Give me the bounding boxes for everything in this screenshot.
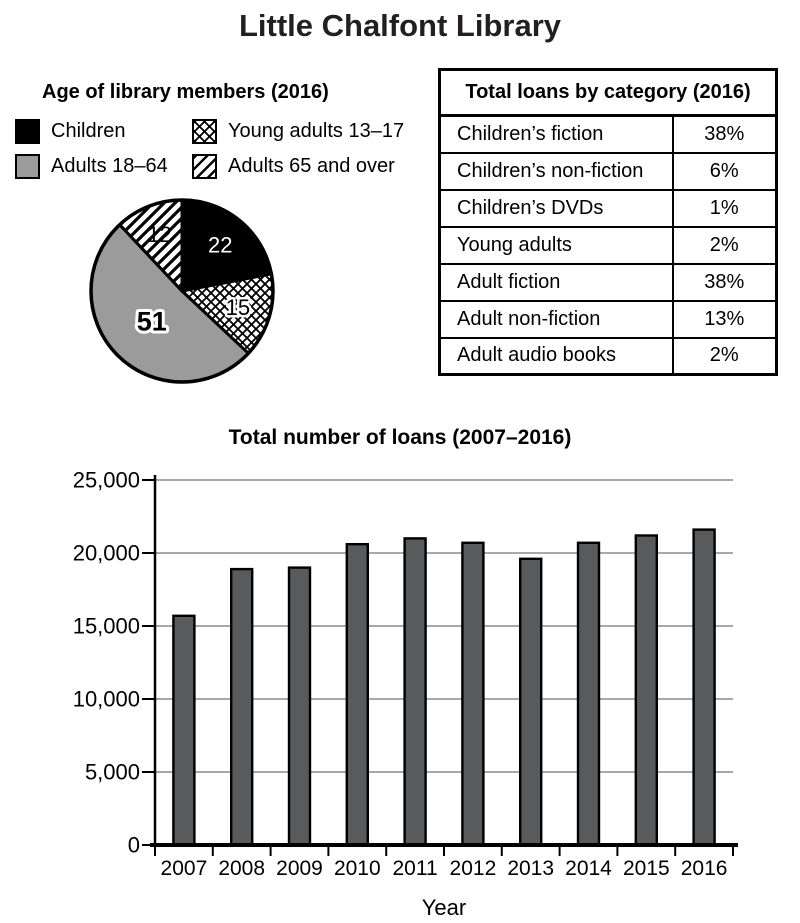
percent-cell: 2%: [671, 336, 778, 376]
table-row: Young adults 2%: [438, 225, 778, 265]
percent-cell: 38%: [671, 262, 778, 302]
category-cell: Adult fiction: [438, 262, 674, 302]
bar-2011: [403, 537, 427, 847]
percent-cell: 1%: [671, 188, 778, 228]
table-row: Adult audio books 2%: [438, 336, 778, 376]
category-cell: Children’s DVDs: [438, 188, 674, 228]
bar-2015: [634, 534, 658, 847]
pie-labels-group: 22 15 51 12: [89, 198, 275, 384]
bar-chart-title: Total number of loans (2007–2016): [228, 426, 572, 449]
y-axis-label: 5,000: [85, 760, 140, 785]
x-axis-label: 2013: [507, 857, 554, 880]
x-axis-label: 2010: [334, 857, 381, 880]
table-header-row: Total loans by category (2016): [438, 68, 778, 117]
loans-bar-chart: 0 5,000 10,000 15,000 20,000 25,000 2007 2008 20…: [73, 468, 738, 920]
x-axis-label: 2009: [276, 857, 323, 880]
legend-swatch-children: [15, 119, 40, 144]
bar-2010: [345, 542, 369, 847]
pie-value-label: 22: [208, 232, 232, 257]
pie-value-label: 51: [137, 307, 167, 337]
table-title: Total loans by category (2016): [438, 68, 778, 117]
table-row: Adult non-fiction 13%: [438, 299, 778, 339]
percent-cell: 2%: [671, 225, 778, 265]
y-axis-label: 0: [128, 833, 140, 858]
pie-slices-group: [89, 198, 275, 384]
bar-2008: [229, 567, 254, 847]
legend-label-young-adults: Young adults 13–17: [228, 120, 405, 142]
bar-2012: [461, 541, 485, 847]
bar-2014: [576, 541, 601, 847]
x-axis-label: 2012: [450, 857, 497, 880]
legend-swatch-young-adults: [192, 119, 217, 144]
category-cell: Adult non-fiction: [438, 299, 674, 339]
bar-2009: [287, 566, 312, 847]
y-axis-label: 15,000: [73, 614, 140, 639]
legend-label-seniors: Adults 65 and over: [228, 155, 395, 177]
pie-outline: [89, 198, 275, 384]
pie-legend: Children Young adults 13–17 Adults 18–64…: [15, 119, 404, 179]
legend-swatch-adults: [15, 154, 40, 179]
x-axis-label: 2014: [565, 857, 612, 880]
x-axis-label: 2008: [218, 857, 265, 880]
percent-cell: 13%: [671, 299, 778, 339]
page-title: Little Chalfont Library: [238, 8, 562, 43]
table-row: Adult fiction 38%: [438, 262, 778, 302]
y-axis-label: 10,000: [73, 687, 140, 712]
x-axis-title: Year: [422, 895, 466, 920]
pie-value-label: 12: [147, 222, 171, 247]
x-axis-label: 2015: [623, 857, 670, 880]
y-axis-label: 25,000: [73, 468, 140, 493]
category-cell: Young adults: [438, 225, 674, 265]
x-axis-label: 2016: [681, 857, 728, 880]
y-axis-label: 20,000: [73, 541, 140, 566]
x-axis-label: 2007: [161, 857, 208, 880]
pie-value-label: 15: [226, 295, 250, 320]
age-pie-chart: 22 15 51 12: [89, 198, 275, 384]
category-cell: Children’s non-fiction: [438, 151, 674, 191]
category-cell: Children’s fiction: [438, 114, 674, 154]
pie-chart-title: Age of library members (2016): [42, 81, 329, 103]
bar-2013: [519, 557, 543, 847]
x-axis-label: 2011: [393, 857, 438, 880]
bar-2016: [692, 528, 716, 847]
legend-label-children: Children: [51, 120, 126, 142]
category-cell: Adult audio books: [438, 336, 674, 376]
bar-2007: [172, 614, 196, 847]
table-row: Children’s fiction 38%: [438, 114, 778, 154]
percent-cell: 38%: [671, 114, 778, 154]
percent-cell: 6%: [671, 151, 778, 191]
legend-label-adults: Adults 18–64: [51, 155, 168, 177]
legend-swatch-seniors: [192, 154, 217, 179]
loans-table: Total loans by category (2016) Children’…: [438, 68, 778, 376]
table-row: Children’s non-fiction 6%: [438, 151, 778, 191]
table-row: Children’s DVDs 1%: [438, 188, 778, 228]
